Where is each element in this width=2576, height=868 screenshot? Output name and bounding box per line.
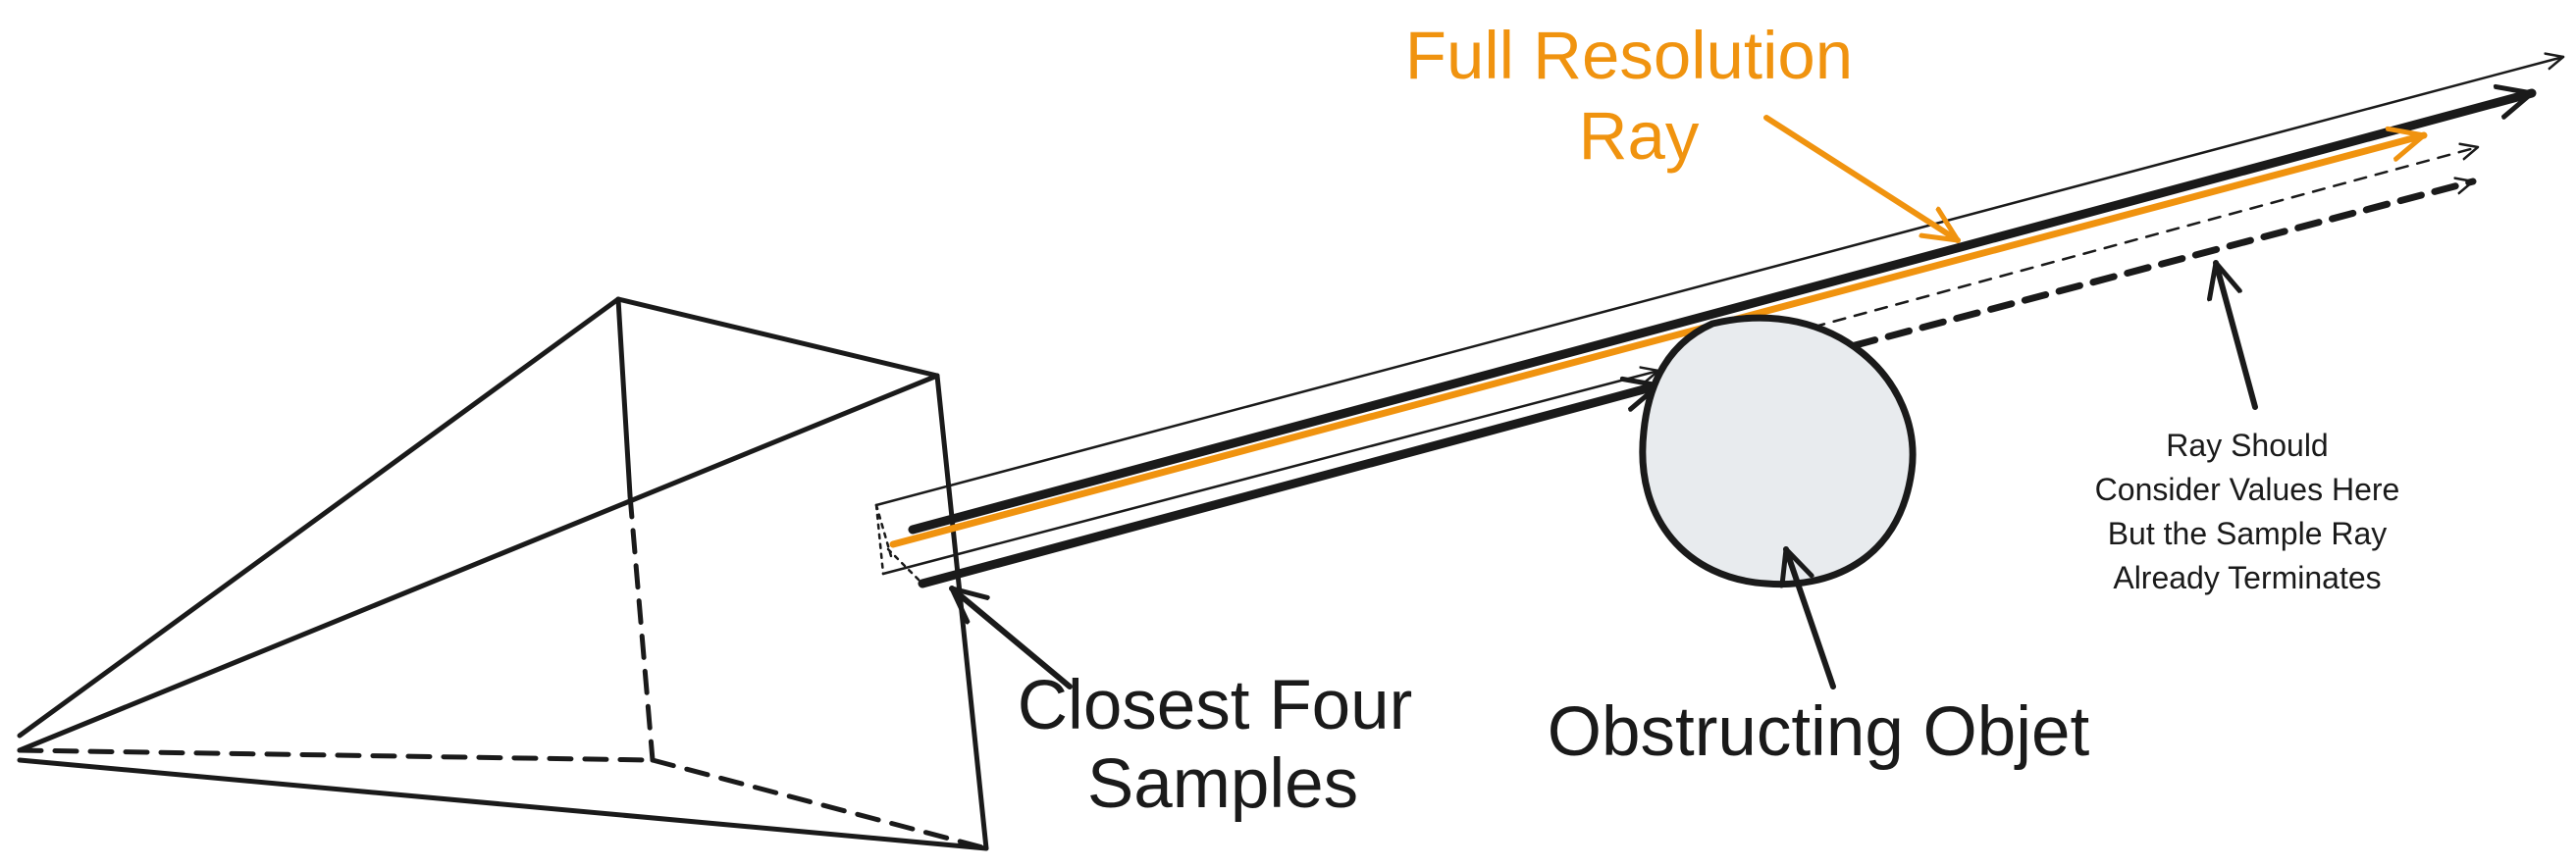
label-full-resolution-ray: Full Resolution Ray: [1405, 18, 1853, 174]
full-resolution-ray: [889, 135, 2428, 548]
sample-rays: [874, 57, 2565, 588]
label-closest-four-samples: Closest Four Samples: [1018, 667, 1412, 823]
sample-ray-thin-middle: [881, 371, 1660, 576]
frustum-edge: [17, 757, 989, 851]
arrow-to-full-resolution-ray: [1763, 115, 1961, 243]
sample-box: [874, 503, 924, 586]
frustum-back-left-hidden: [627, 492, 656, 763]
sample-ray-top-thick: [908, 93, 2537, 535]
sample-box-edge: [874, 503, 893, 558]
sample-ray-top-thin: [874, 57, 2565, 507]
frustum-edge-hidden: [17, 747, 656, 763]
frustum-edge: [17, 373, 940, 753]
frustum-edge: [17, 296, 621, 739]
label-obstructing-object: Obstructing Objet: [1548, 693, 2090, 771]
sample-box-edge: [874, 503, 885, 576]
annotation-arrows: [949, 115, 2258, 689]
label-ray-should-consider: Ray Should Consider Values Here But the …: [2095, 428, 2400, 595]
camera-frustum: [17, 296, 989, 851]
sample-ray-bottom-thick: [918, 385, 1663, 588]
label-closest-four-samples-line1: Closest Four: [1018, 667, 1412, 744]
obstructing-object-circle: [1639, 314, 1917, 588]
arrow-to-closest-samples: [949, 586, 1073, 689]
arrow-to-dashed-region: [2216, 260, 2258, 410]
arrow-to-obstructing-object: [1786, 546, 1836, 689]
label-closest-four-samples-line2: Samples: [1087, 745, 1358, 823]
label-full-resolution-ray-line2: Ray: [1579, 98, 1700, 174]
label-ray-should-consider-line1: Ray Should: [2166, 428, 2328, 463]
frustum-back-bottom-hidden: [650, 757, 989, 851]
label-full-resolution-ray-line1: Full Resolution: [1405, 18, 1853, 93]
label-ray-should-consider-line4: Already Terminates: [2113, 560, 2381, 595]
frustum-back-left: [615, 296, 633, 498]
sample-ray-bottom-dashed: [1748, 181, 2477, 377]
frustum-back-top: [615, 296, 940, 379]
label-ray-should-consider-line2: Consider Values Here: [2095, 472, 2400, 507]
sample-box-edge: [886, 547, 924, 586]
label-ray-should-consider-line3: But the Sample Ray: [2108, 516, 2388, 551]
